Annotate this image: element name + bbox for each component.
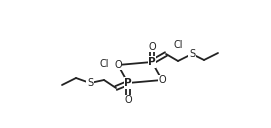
Text: O: O — [114, 60, 122, 70]
Text: Cl: Cl — [99, 59, 109, 69]
Text: O: O — [158, 75, 166, 85]
Text: P: P — [124, 78, 132, 88]
Text: S: S — [189, 49, 195, 59]
Text: P: P — [148, 57, 156, 67]
Text: O: O — [148, 42, 156, 52]
Text: Cl: Cl — [173, 40, 183, 50]
Text: S: S — [87, 78, 93, 88]
Text: O: O — [124, 95, 132, 105]
